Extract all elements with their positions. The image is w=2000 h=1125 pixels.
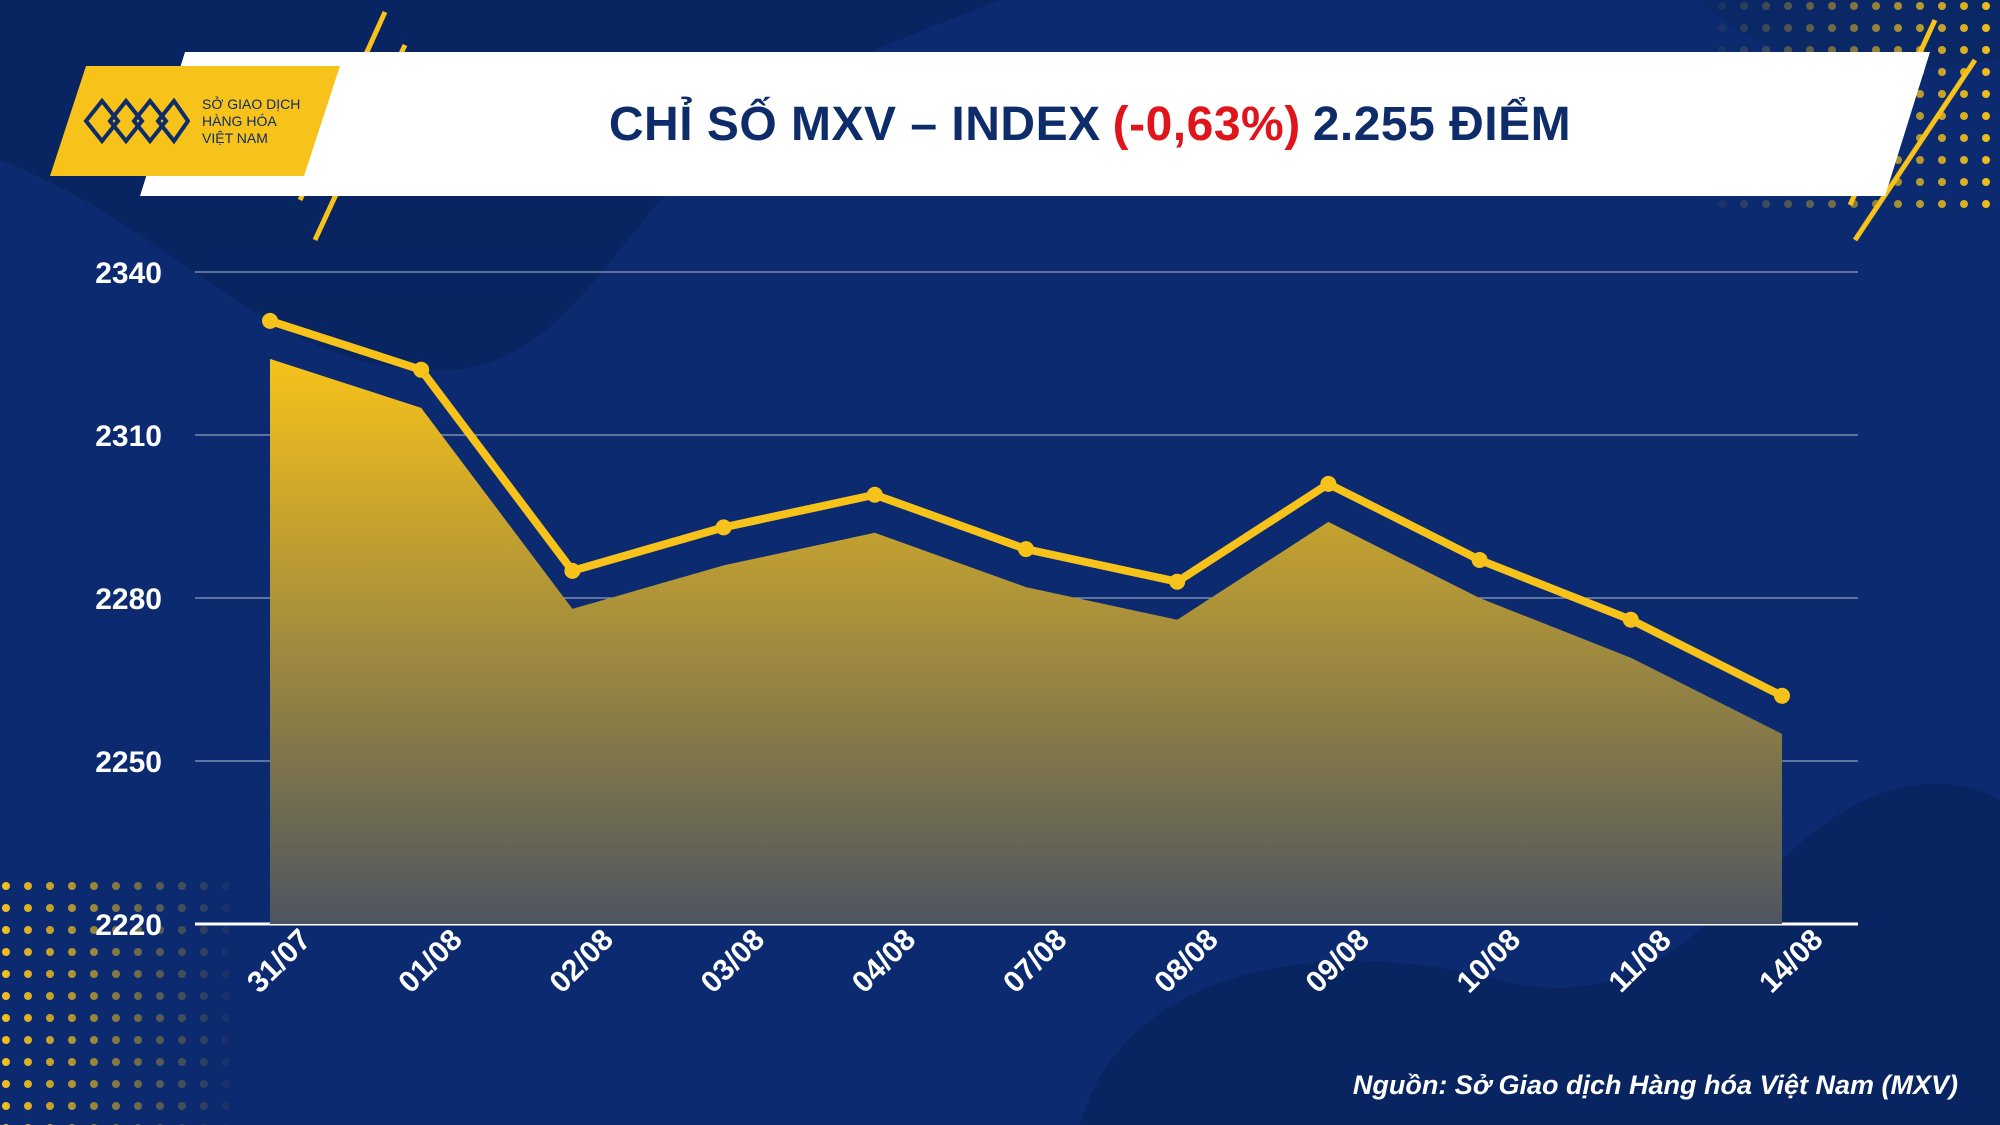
x-tick-label: 03/08 — [695, 923, 771, 999]
x-tick-label: 11/08 — [1602, 924, 1677, 999]
page-title: CHỈ SỐ MXV – INDEX (-0,63%) 2.255 ĐIỂM — [440, 52, 1740, 196]
line-point — [564, 562, 581, 579]
line-point — [1774, 687, 1790, 704]
title-change: (-0,63%) — [1112, 97, 1301, 151]
logo-badge — [50, 66, 340, 176]
x-tick-label: 10/08 — [1451, 923, 1527, 999]
x-tick-label: 31/07 — [241, 923, 317, 999]
x-tick-label: 08/08 — [1148, 923, 1224, 999]
mxv-logo-icon — [83, 97, 190, 145]
title-main: CHỈ SỐ MXV – INDEX — [608, 97, 1101, 151]
logo-line-3: VIỆT NAM — [202, 130, 268, 146]
x-tick-label: 07/08 — [997, 923, 1073, 999]
y-tick-label: 2250 — [95, 746, 162, 779]
line-point — [413, 361, 430, 378]
line-point — [262, 312, 278, 329]
logo-line-2: HÀNG HÓA — [202, 113, 277, 129]
logo-text: SỞ GIAO DỊCH HÀNG HÓA VIỆT NAM — [202, 96, 332, 147]
line-point — [1471, 551, 1488, 568]
y-tick-label: 2220 — [95, 909, 162, 942]
line-point — [1018, 541, 1034, 558]
title-points: 2.255 ĐIỂM — [1312, 97, 1572, 151]
line-point — [1622, 611, 1639, 628]
line-point — [1169, 573, 1186, 590]
area-series — [270, 358, 1782, 924]
source-note: Nguồn: Sở Giao dịch Hàng hóa Việt Nam (M… — [1352, 1070, 1958, 1100]
logo-line-1: SỞ GIAO DỊCH — [202, 96, 301, 112]
y-tick-label: 2340 — [95, 257, 162, 290]
x-tick-label: 09/08 — [1299, 923, 1375, 999]
line-point — [715, 519, 732, 536]
x-tick-label: 14/08 — [1753, 923, 1829, 999]
x-tick-label: 04/08 — [846, 923, 922, 999]
x-tick-label: 02/08 — [543, 923, 619, 999]
line-point — [866, 486, 883, 503]
title-banner — [140, 52, 1930, 196]
line-point — [1320, 475, 1337, 492]
y-tick-label: 2310 — [95, 420, 162, 453]
x-tick-label: 01/08 — [392, 923, 468, 999]
y-tick-label: 2280 — [95, 583, 162, 616]
